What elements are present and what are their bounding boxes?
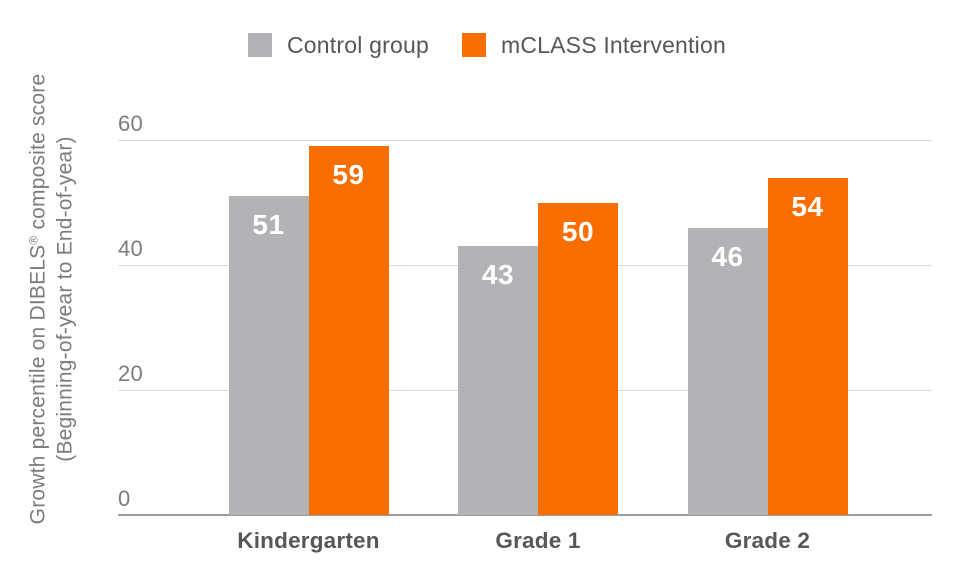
y-tick-label: 0 <box>118 486 131 511</box>
legend-label: mCLASS Intervention <box>500 31 726 58</box>
bar-value-label: 50 <box>561 215 595 247</box>
bar-value-label: 43 <box>481 259 515 291</box>
y-tick-label: 20 <box>118 361 144 386</box>
legend-swatch <box>461 33 486 57</box>
gridline <box>118 140 932 141</box>
legend-item: Control group <box>248 32 429 59</box>
bar-intervention: 59 <box>308 146 389 515</box>
bar-value-label: 59 <box>332 159 365 191</box>
y-tick-label: 40 <box>118 236 144 261</box>
bar-intervention: 50 <box>538 202 618 515</box>
x-axis-baseline <box>118 514 932 516</box>
x-axis-category-label: Grade 1 <box>495 528 581 553</box>
legend-label: Control group <box>287 31 429 58</box>
x-axis-category-label: Grade 2 <box>724 528 811 553</box>
x-axis-category-label: Kindergarten <box>237 528 380 553</box>
bar-control: 51 <box>228 196 309 515</box>
legend-swatch <box>248 33 272 57</box>
bar-value-label: 54 <box>791 190 824 222</box>
bar-value-label: 46 <box>711 240 744 272</box>
y-tick-label: 60 <box>118 111 144 136</box>
bar-control: 46 <box>687 227 768 515</box>
legend-item: mCLASS Intervention <box>461 31 726 59</box>
bar-intervention: 54 <box>767 177 848 515</box>
bar-value-label: 51 <box>252 209 285 241</box>
bar-control: 43 <box>458 246 538 515</box>
legend: Control group mCLASS Intervention <box>248 30 726 60</box>
